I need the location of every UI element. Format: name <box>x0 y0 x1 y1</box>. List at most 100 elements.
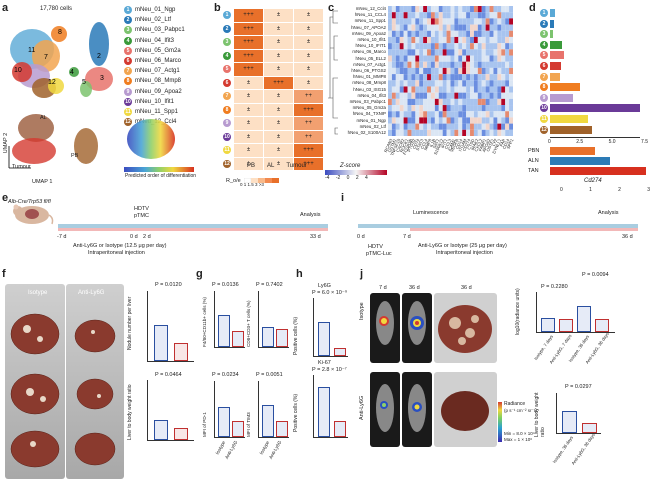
j-iso: Isotype <box>359 302 365 320</box>
heatmap-cell <box>399 67 404 75</box>
heatmap-cell <box>477 36 482 44</box>
heatmap-cell <box>438 105 443 112</box>
heatmap-cell <box>395 30 400 37</box>
roe-cell: +++ <box>233 35 264 50</box>
heatmap-cell <box>442 123 447 130</box>
heatmap-cell <box>395 98 400 106</box>
heatmap-cell <box>403 30 408 37</box>
j-plot1 <box>536 292 615 333</box>
heatmap-cell <box>415 12 420 19</box>
heatmap-cell <box>493 24 498 31</box>
heatmap-cell <box>462 49 467 56</box>
cluster-dot: 1 <box>223 11 231 20</box>
roe-cell: ± <box>263 8 294 23</box>
heatmap-cell <box>509 111 513 118</box>
d-xticks2: 0 1 2 3 <box>560 187 650 193</box>
heatmap-cell <box>466 123 471 130</box>
heatmap-cell <box>493 61 498 68</box>
heatmap-cell <box>509 123 513 130</box>
heatmap-cell <box>430 105 435 112</box>
heatmap-cell <box>391 129 396 136</box>
heatmap-cell <box>509 30 513 37</box>
pb-label: PB <box>71 153 79 159</box>
heatmap-cell <box>403 18 408 25</box>
heatmap-cell <box>505 12 510 19</box>
heatmap-cell <box>462 12 467 19</box>
roe-col-label: AL <box>267 163 275 169</box>
heatmap-cell <box>395 86 400 93</box>
d-cluster-dot: 9 <box>540 93 548 102</box>
heatmap-cell <box>493 43 498 50</box>
heatmap-cell <box>388 129 392 136</box>
heatmap-cell <box>446 61 451 68</box>
j-xl1: Isotype, 7 days Anti-Ly6G, 7 days Isotype,… <box>533 331 618 364</box>
heatmap-cell <box>450 12 455 19</box>
heatmap-cell <box>391 86 396 93</box>
heatmap-cell <box>395 49 400 56</box>
cluster-dot: 8 <box>223 105 231 114</box>
legend-item: 1 mNeu_01_Ngp <box>124 5 209 15</box>
heatmap-cell <box>497 12 502 19</box>
heatmap-cell <box>395 18 400 25</box>
heatmap-cell <box>403 43 408 50</box>
d-cluster-dot: 4 <box>540 40 548 49</box>
g-pvalue: P = 0.7402 <box>256 282 283 288</box>
heatmap-cell <box>442 129 447 136</box>
heatmap-cell <box>399 61 404 68</box>
heatmap-cell <box>403 67 408 75</box>
heatmap-cell <box>450 117 455 124</box>
heatmap-cell <box>458 67 463 75</box>
legend-item: 5 mNeu_05_Gm2a <box>124 46 209 56</box>
heatmap-cell <box>505 30 510 37</box>
legend-item: 11 mNeu_11_Spp1 <box>124 107 209 117</box>
roe-cell: ++ <box>293 89 324 104</box>
heatmap-row-label: mNeu_06_Marco <box>352 49 386 55</box>
heatmap-cell <box>466 117 471 124</box>
g-bar-iso <box>218 315 230 347</box>
j-d36a: 36 d <box>409 285 420 291</box>
svg-text:8: 8 <box>58 29 62 36</box>
heatmap-cell <box>509 129 513 136</box>
heatmap-cell <box>442 92 447 99</box>
heatmap-cell <box>497 55 502 62</box>
heatmap-cell <box>419 86 424 93</box>
heatmap-cell <box>446 43 451 50</box>
heatmap-cell <box>477 98 482 106</box>
heatmap-cell <box>505 129 510 136</box>
heatmap-cell <box>505 18 510 25</box>
heatmap-cell <box>505 43 510 50</box>
roe-cell: ± <box>293 35 324 50</box>
heatmap-cell <box>446 105 451 112</box>
heatmap-cell <box>509 92 513 99</box>
heatmap-cell <box>427 43 431 50</box>
roe-cell: ± <box>233 89 264 104</box>
heatmap-cell <box>446 67 451 75</box>
heatmap-cell <box>450 129 455 136</box>
heatmap-cell <box>423 105 428 112</box>
heatmap-cell <box>411 74 416 81</box>
heatmap-cell <box>399 43 404 50</box>
heatmap-cell <box>427 92 431 99</box>
heatmap-cell <box>497 6 502 13</box>
cluster-dot: 2 <box>223 24 231 33</box>
heatmap-cell <box>481 43 486 50</box>
heatmap-cell <box>473 86 478 93</box>
plot-h1 <box>313 298 348 357</box>
heatmap-cell <box>458 92 463 99</box>
heatmap-cell <box>493 123 498 130</box>
heatmap-cell <box>481 67 486 75</box>
heatmap-cell <box>505 24 510 31</box>
legend-item: 2 mNeu_02_Ltf <box>124 15 209 25</box>
heatmap-cell <box>391 43 396 50</box>
heatmap-cell <box>419 36 424 44</box>
heatmap-cell <box>419 74 424 81</box>
heatmap-row-label: mNeu_11_Spp1 <box>354 18 386 24</box>
hdtv-e: HDTV <box>134 206 149 212</box>
heatmap-cell <box>493 18 498 25</box>
tissue-bar <box>550 157 610 165</box>
heatmap-cell <box>450 92 455 99</box>
d-cluster-dot: 6 <box>540 62 548 70</box>
days-e: -7 d 0 d 2 d 33 d <box>57 234 332 242</box>
heatmap-cell <box>466 92 471 99</box>
heatmap-cell <box>481 30 486 37</box>
